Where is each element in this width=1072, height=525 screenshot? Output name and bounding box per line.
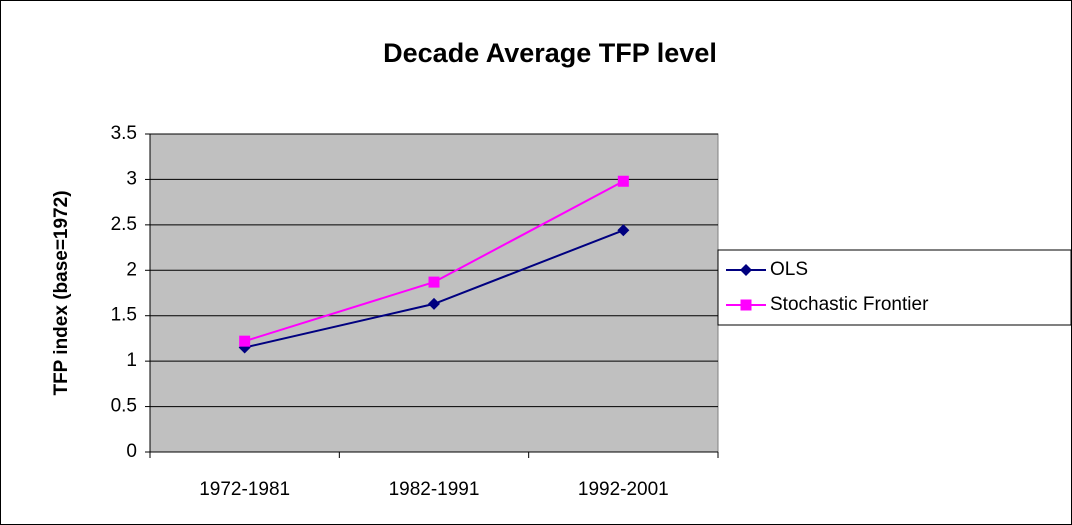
legend-label: Stochastic Frontier <box>770 294 929 315</box>
legend-box <box>717 249 1072 326</box>
plot-area <box>149 133 719 453</box>
x-tick-label: 1972-1981 <box>199 479 290 500</box>
data-point <box>617 175 629 187</box>
y-tick-label: 1 <box>126 350 137 371</box>
x-tick-label: 1982-1991 <box>389 479 480 500</box>
legend-label: OLS <box>770 259 808 280</box>
y-tick-label: 1.5 <box>111 305 137 326</box>
legend-marker <box>740 264 752 276</box>
data-point <box>428 297 440 310</box>
y-tick-label: 0 <box>126 441 137 462</box>
y-axis-label: TFP index (base=1972) <box>51 190 72 395</box>
x-tick-label: 1992-2001 <box>578 479 669 500</box>
y-tick-label: 2.5 <box>111 214 137 235</box>
data-point <box>239 335 251 347</box>
y-tick-label: 3 <box>126 168 137 189</box>
data-point <box>617 224 630 237</box>
data-point <box>428 276 440 288</box>
y-tick-label: 2 <box>126 259 137 280</box>
legend-marker <box>740 299 752 311</box>
chart-title: Decade Average TFP level <box>383 38 717 68</box>
y-tick-label: 0.5 <box>111 396 137 417</box>
y-tick-label: 3.5 <box>111 123 137 144</box>
